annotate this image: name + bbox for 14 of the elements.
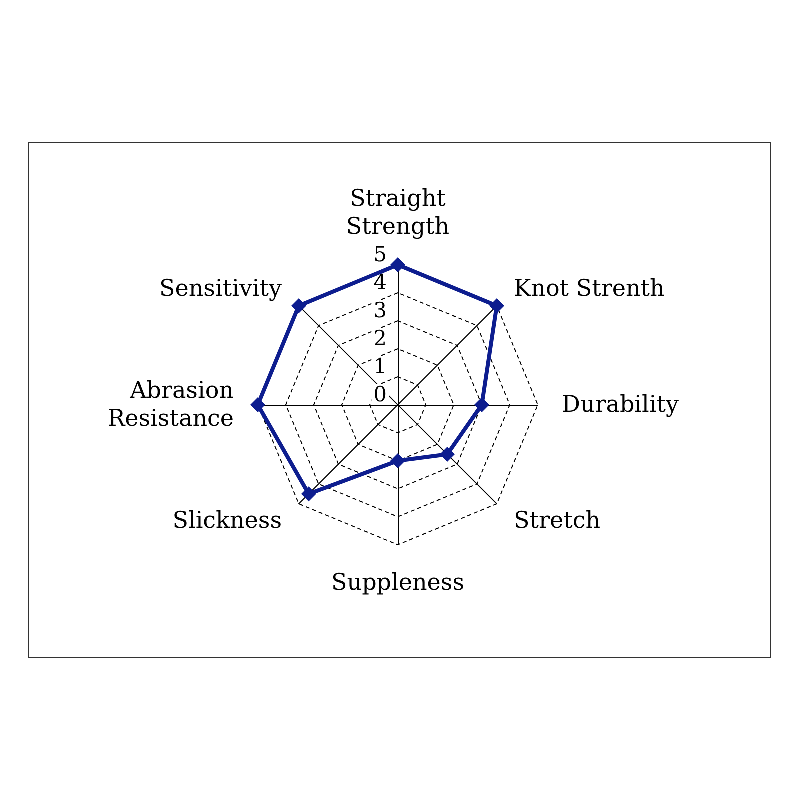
y-tick-label: 0	[374, 382, 387, 406]
spoke-label: Straight Strength	[346, 186, 450, 240]
spoke-label: Slickness	[172, 508, 282, 534]
spoke-label: Knot Strenth	[514, 276, 666, 302]
spoke-label: Suppleness	[331, 570, 465, 596]
y-tick-label: 3	[374, 298, 387, 322]
y-tick-label: 2	[374, 326, 387, 350]
y-tick-label: 4	[374, 270, 387, 294]
spoke-label: Sensitivity	[160, 276, 282, 302]
spoke-label: Stretch	[514, 508, 601, 534]
spoke-label: Abrasion Resistance	[108, 378, 234, 432]
y-tick-label: 1	[374, 354, 387, 378]
spoke-label: Durability	[562, 392, 679, 418]
y-tick-label: 5	[374, 242, 387, 266]
